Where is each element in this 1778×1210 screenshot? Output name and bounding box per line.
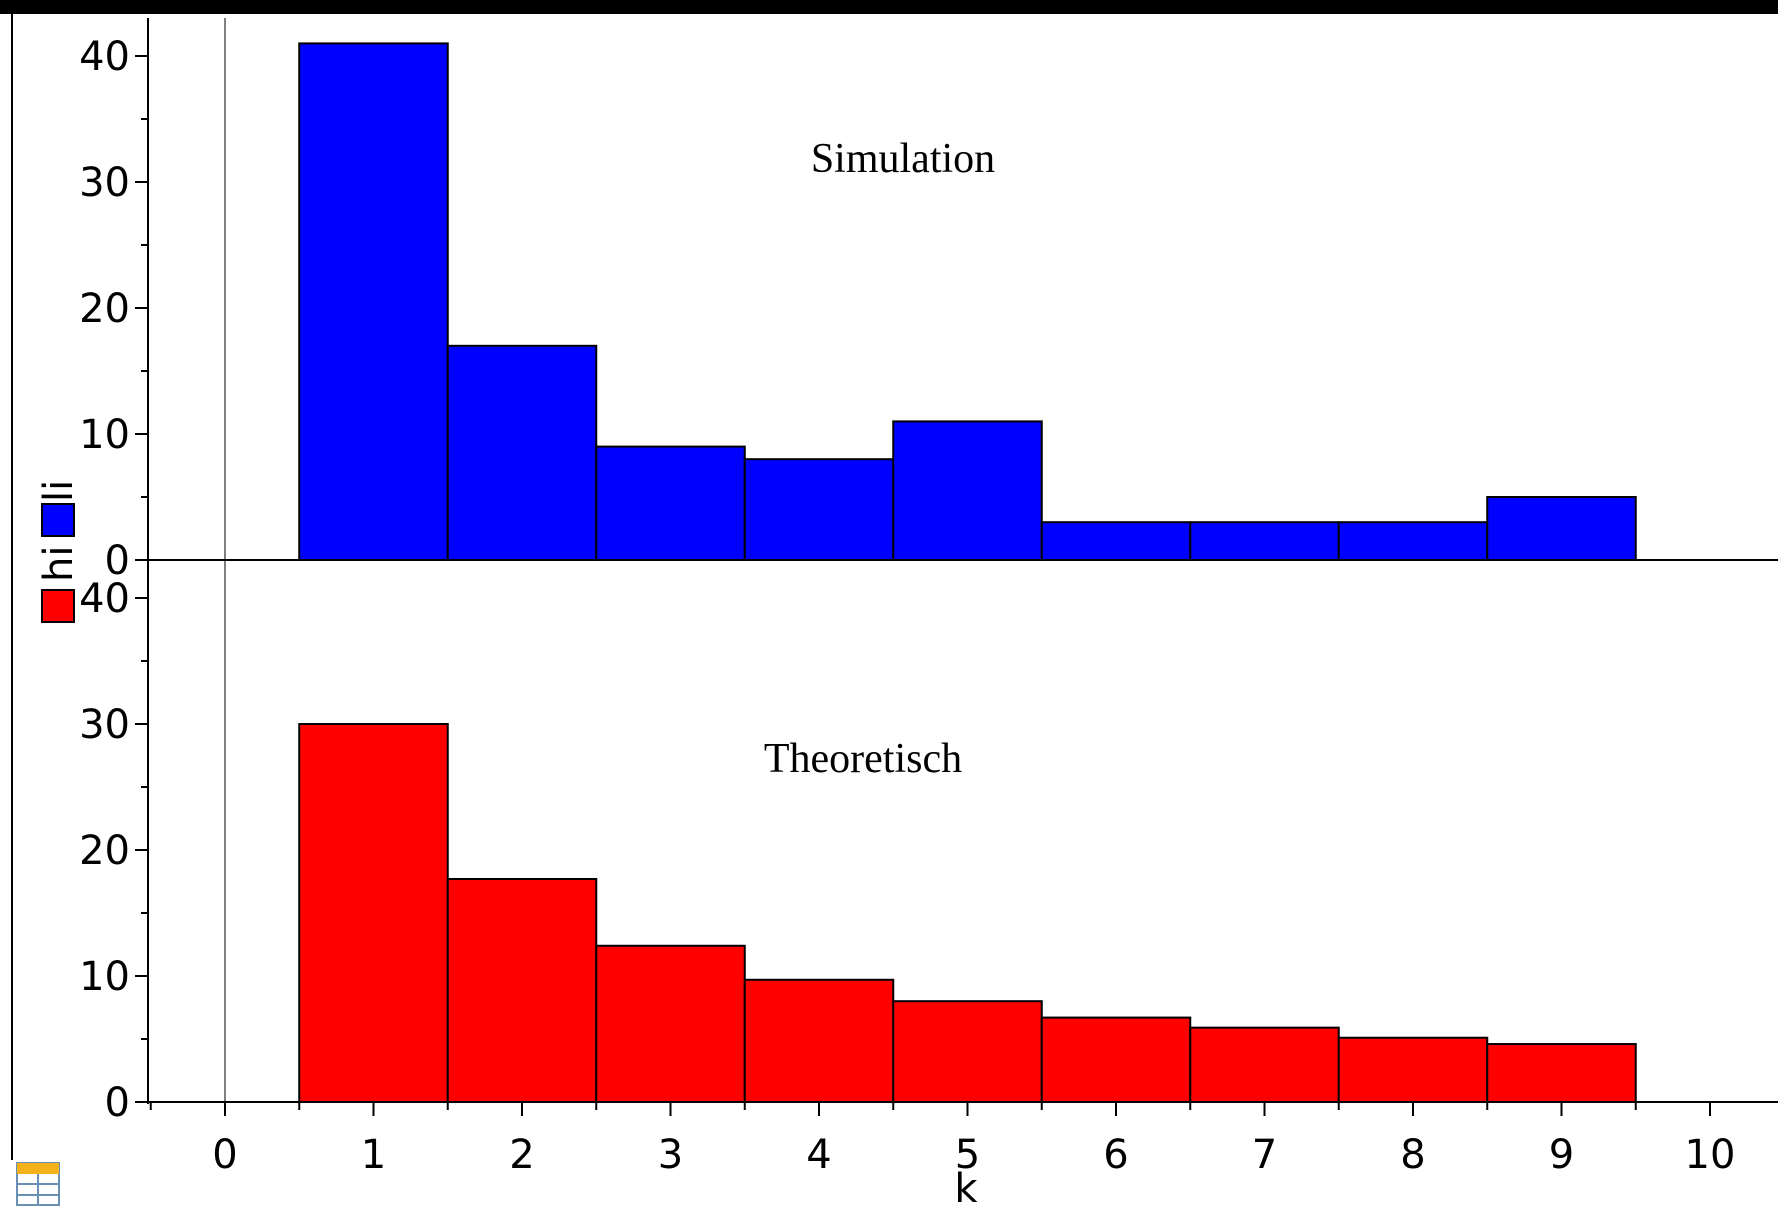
y-tick-label-bottom-10: 10 bbox=[79, 954, 130, 1000]
x-tick-label-6: 6 bbox=[1103, 1132, 1128, 1178]
table-icon[interactable] bbox=[16, 1162, 60, 1206]
bar-top-6 bbox=[1040, 521, 1192, 562]
y-tick-label-top-30: 30 bbox=[79, 160, 130, 206]
annotation-bottom: Theoretisch bbox=[764, 736, 962, 782]
x-tick-label-2: 2 bbox=[509, 1132, 534, 1178]
y-tick-label-top-20: 20 bbox=[79, 286, 130, 332]
y-tick-label-bottom-40: 40 bbox=[79, 576, 130, 622]
x-tick-label-0: 0 bbox=[212, 1132, 237, 1178]
y-tick-label-top-40: 40 bbox=[79, 34, 130, 80]
x-tick-label-5: 5 bbox=[955, 1132, 980, 1178]
bar-bottom-8 bbox=[1337, 1036, 1489, 1103]
theoretical-panel: 0 10 20 30 40 Theoretisch bbox=[79, 576, 1778, 1126]
bar-top-3 bbox=[595, 445, 746, 562]
legend-label-top: li bbox=[36, 480, 82, 502]
legend-swatch-top bbox=[41, 503, 75, 537]
x-axis-title: k bbox=[954, 1166, 978, 1210]
x-tick-label-7: 7 bbox=[1252, 1132, 1277, 1178]
x-tick-label-9: 9 bbox=[1549, 1132, 1574, 1178]
x-tick-label-8: 8 bbox=[1400, 1132, 1425, 1178]
x-tick-label-10: 10 bbox=[1685, 1132, 1736, 1178]
bar-top-2 bbox=[446, 344, 598, 561]
y-tick-label-bottom-0: 0 bbox=[105, 1080, 130, 1126]
bar-top-1 bbox=[298, 42, 449, 561]
legend-label-bottom: hi bbox=[36, 546, 82, 582]
bar-bottom-7 bbox=[1189, 1026, 1340, 1104]
bar-bottom-2 bbox=[446, 877, 598, 1103]
y-tick-label-top-0: 0 bbox=[105, 538, 130, 584]
bar-bottom-1 bbox=[298, 723, 449, 1103]
bar-top-9 bbox=[1486, 496, 1637, 561]
x-tick-label-1: 1 bbox=[361, 1132, 386, 1178]
bar-bottom-6 bbox=[1040, 1016, 1192, 1104]
bar-top-5 bbox=[892, 420, 1043, 561]
bar-bottom-4 bbox=[743, 978, 895, 1104]
x-axis: 0 1 2 3 4 5 6 7 8 9 10 k bbox=[149, 1102, 1736, 1210]
y-tick-label-bottom-20: 20 bbox=[79, 828, 130, 874]
y-tick-label-top-10: 10 bbox=[79, 412, 130, 458]
y-tick-label-bottom-30: 30 bbox=[79, 702, 130, 748]
top-border bbox=[0, 0, 1778, 14]
bar-top-8 bbox=[1337, 521, 1489, 562]
simulation-panel: 0 10 20 30 40 Simulation bbox=[79, 34, 1778, 584]
x-tick-label-4: 4 bbox=[806, 1132, 831, 1178]
legend: li hi bbox=[36, 480, 82, 623]
bar-bottom-3 bbox=[595, 944, 746, 1104]
x-tick-label-3: 3 bbox=[658, 1132, 683, 1178]
bar-top-4 bbox=[743, 458, 895, 562]
legend-swatch-bottom bbox=[41, 589, 75, 623]
bar-bottom-5 bbox=[892, 1000, 1043, 1104]
annotation-top: Simulation bbox=[811, 136, 995, 182]
bar-bottom-9 bbox=[1486, 1043, 1637, 1104]
bar-top-7 bbox=[1189, 521, 1340, 562]
